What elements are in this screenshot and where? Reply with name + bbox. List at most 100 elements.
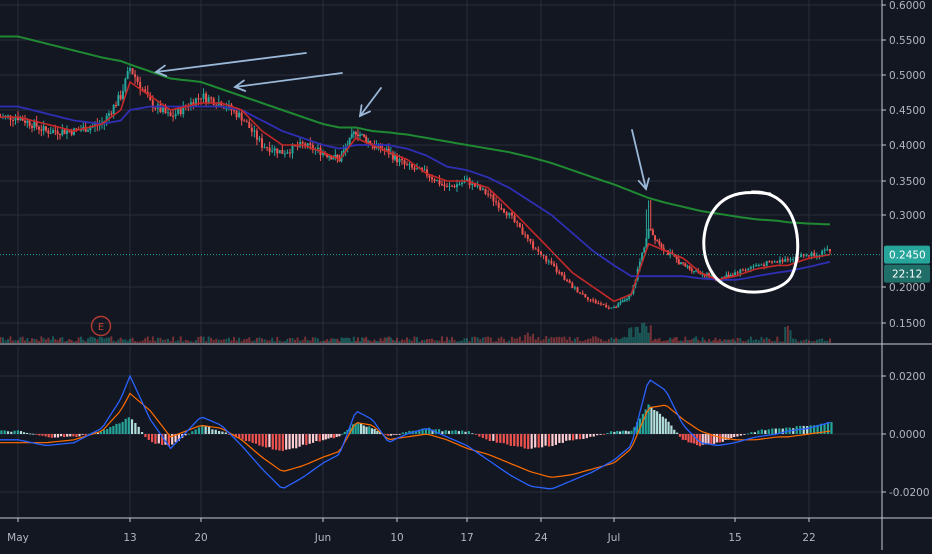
candle-body: [35, 121, 38, 127]
macd-histogram-bar: [687, 434, 690, 443]
volume-bar: [194, 340, 197, 343]
candle-body: [802, 254, 805, 256]
volume-bar: [479, 339, 482, 343]
volume-bar: [558, 336, 561, 343]
volume-bar: [144, 338, 147, 343]
macd-histogram-bar: [151, 434, 154, 443]
volume-bar: [712, 340, 715, 343]
candle-body: [658, 240, 661, 244]
candle-body: [649, 228, 652, 230]
candle-body: [33, 121, 36, 128]
volume-bar: [311, 337, 314, 343]
volume-bar: [396, 337, 398, 343]
candle-body: [489, 194, 492, 196]
volume-bar: [319, 341, 322, 343]
candle-body: [379, 143, 382, 150]
macd-histogram-bar: [785, 427, 788, 434]
volume-bar: [677, 340, 680, 343]
candle-body: [524, 234, 527, 236]
volume-bar: [47, 337, 50, 343]
volume-bar: [101, 337, 103, 343]
time-tick-label: 20: [194, 532, 207, 544]
macd-histogram-bar: [730, 434, 733, 438]
candle-body: [821, 250, 824, 256]
macd-histogram-bar: [534, 434, 537, 448]
candle-body: [789, 259, 792, 261]
volume-bar: [189, 341, 192, 343]
candle-body: [747, 268, 750, 271]
macd-histogram-bar: [338, 434, 341, 437]
candle-body: [169, 112, 172, 117]
volume-bar: [45, 339, 47, 343]
volume-bar: [59, 337, 61, 343]
volume-bar: [760, 336, 763, 343]
volume-bar: [177, 340, 180, 343]
volume-bar: [815, 339, 818, 343]
candle-body: [288, 152, 291, 154]
annotation-arrow-4-head: [637, 177, 650, 191]
volume-bar: [586, 338, 589, 343]
candle-body: [21, 117, 24, 121]
volume-bar: [31, 338, 33, 343]
macd-tick-label: 0.0200: [889, 371, 926, 383]
macd-histogram-bar: [418, 429, 421, 434]
volume-bar: [0, 336, 2, 343]
volume-bar: [75, 341, 78, 343]
macd-histogram-bar: [384, 434, 387, 435]
macd-histogram-bar: [509, 434, 512, 446]
macd-histogram-bar: [764, 430, 767, 434]
candle-body: [61, 129, 64, 136]
macd-histogram-bar: [0, 430, 3, 434]
price-tick-label: 0.1500: [889, 318, 926, 330]
macd-histogram-bar: [704, 434, 707, 445]
candle-body: [682, 262, 685, 264]
volume-bar: [174, 341, 177, 343]
candle-body: [14, 117, 17, 121]
candle-body: [205, 93, 208, 103]
macd-histogram-bar: [140, 432, 144, 434]
volume-bar: [182, 341, 185, 343]
candle-body: [540, 251, 542, 255]
candle-body: [805, 255, 808, 257]
volume-bar: [238, 337, 241, 343]
time-tick-label: 15: [728, 532, 741, 544]
annotations: E: [90, 52, 800, 337]
candle-body: [330, 156, 333, 160]
candle-body: [521, 227, 524, 235]
volume-bar: [621, 337, 624, 343]
candle-body: [560, 272, 563, 275]
volume-bar: [406, 337, 408, 343]
volume-bar: [146, 336, 149, 343]
volume-bar: [21, 336, 24, 343]
candle-body: [829, 249, 831, 252]
candle-body: [240, 112, 243, 121]
volume-bar: [222, 339, 225, 343]
earnings-marker[interactable]: [90, 315, 112, 337]
candle-body: [621, 300, 624, 303]
candle-body: [729, 275, 732, 277]
candle-body: [238, 112, 241, 118]
volume-bar: [342, 338, 345, 343]
macd-histogram-bar: [464, 431, 467, 434]
candle-body: [628, 294, 631, 299]
macd-histogram-bar: [370, 428, 374, 434]
candle-body: [800, 254, 803, 257]
volume-bar: [156, 337, 159, 343]
volume-bar: [179, 336, 182, 343]
candle-body: [108, 113, 110, 116]
macd-histogram-bar: [281, 434, 284, 451]
volume-bar: [634, 327, 637, 343]
volume-bar: [299, 340, 302, 343]
candle-body: [734, 272, 736, 276]
macd-histogram-bar: [322, 434, 325, 441]
macd-histogram-bar: [816, 424, 819, 434]
volume-bar: [149, 340, 152, 343]
volume-bar: [708, 338, 711, 343]
volume-bar: [813, 341, 816, 343]
volume-bar: [784, 326, 787, 343]
macd-histogram-bar: [26, 432, 29, 434]
candle-body: [645, 237, 648, 248]
volume-bar: [448, 339, 451, 343]
